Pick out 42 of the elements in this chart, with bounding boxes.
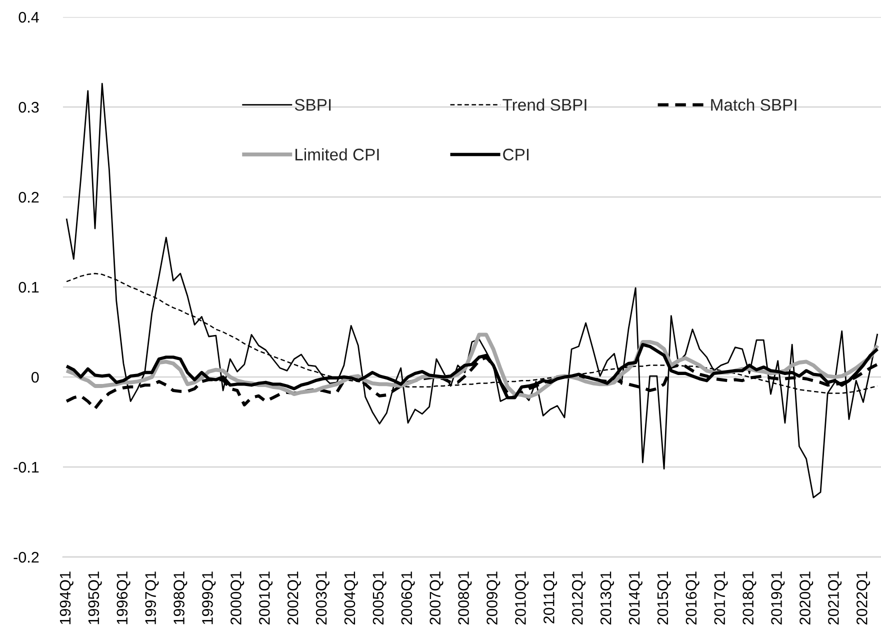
- x-tick-label: 1998Q1: [174, 572, 188, 624]
- x-tick-label: 2011Q1: [544, 572, 558, 624]
- x-tick-label: 2021Q1: [828, 572, 842, 624]
- y-tick-label: 0: [31, 372, 39, 383]
- y-tick-label: 0.4: [18, 12, 39, 23]
- x-tick-label: 2012Q1: [572, 572, 586, 624]
- y-tick-label: 0.1: [18, 282, 39, 293]
- legend-label: Limited CPI: [296, 148, 379, 160]
- x-tick-label: 2022Q1: [856, 572, 870, 624]
- x-tick-label: 2019Q1: [771, 572, 785, 624]
- x-tick-label: 1997Q1: [145, 572, 159, 624]
- x-tick-label: 2020Q1: [800, 572, 814, 624]
- legend-label: Trend SBPI: [502, 98, 586, 111]
- legend-label: SBPI: [294, 98, 331, 111]
- x-tick-label: 1995Q1: [88, 572, 102, 624]
- legend-label: Match SBPI: [711, 98, 796, 111]
- y-tick-label: -0.2: [14, 552, 39, 563]
- x-tick-label: 1996Q1: [116, 572, 130, 624]
- x-tick-label: 2001Q1: [259, 572, 273, 624]
- x-tick-label: 1999Q1: [202, 572, 216, 624]
- x-tick-label: 1994Q1: [60, 572, 74, 624]
- x-tick-label: 2013Q1: [600, 572, 614, 624]
- x-tick-label: 2002Q1: [287, 572, 302, 624]
- x-tick-label: 2000Q1: [230, 572, 244, 624]
- x-tick-label: 2003Q1: [316, 572, 330, 624]
- x-tick-label: 2007Q1: [430, 572, 444, 624]
- y-tick-label: 0.2: [18, 192, 39, 203]
- line-series: [66, 82, 878, 498]
- x-tick-label: 2016Q1: [686, 572, 700, 624]
- x-tick-label: 2009Q1: [486, 572, 500, 624]
- legend-label: CPI: [503, 148, 529, 160]
- x-tick-label: 2010Q1: [515, 572, 529, 624]
- x-tick-label: 2014Q1: [628, 572, 642, 624]
- x-tick-label: 2015Q1: [657, 572, 671, 624]
- x-tick-label: 2017Q1: [714, 572, 728, 624]
- x-tick-label: 2006Q1: [401, 572, 415, 624]
- x-tick-label: 2018Q1: [742, 572, 756, 624]
- y-tick-label: -0.1: [14, 462, 39, 473]
- y-tick-label: 0.3: [18, 102, 39, 113]
- x-tick-label: 2004Q1: [344, 572, 358, 624]
- x-tick-label: 2008Q1: [458, 572, 472, 624]
- x-tick-label: 2005Q1: [372, 572, 386, 624]
